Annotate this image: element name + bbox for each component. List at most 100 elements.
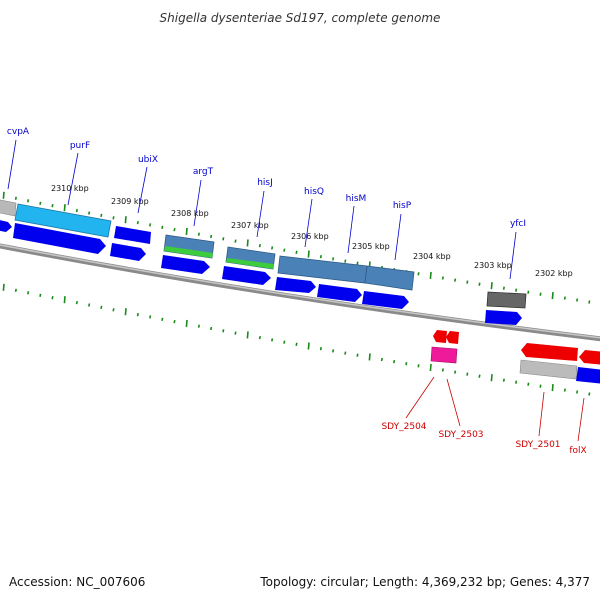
- leader-line-sdy2504: [405, 376, 435, 419]
- scale-tick: [27, 291, 30, 295]
- scale-tick: [88, 303, 91, 307]
- scale-tick: [173, 319, 176, 324]
- cds-arrow-forward: [222, 266, 271, 285]
- gene-label-folx: folX: [569, 446, 586, 456]
- scale-tick: [234, 331, 237, 335]
- scale-tick: [380, 357, 383, 362]
- scale-tick: [417, 364, 420, 368]
- scale-tick: [478, 374, 481, 378]
- scale-tick: [441, 276, 444, 280]
- cds-arrow-forward: [110, 243, 146, 261]
- gene-label-sdy2503: SDY_2503: [438, 430, 483, 440]
- scale-tick: [124, 216, 127, 224]
- scale-tick: [539, 384, 542, 388]
- scale-tick: [295, 250, 298, 254]
- scale-tick: [283, 248, 286, 252]
- scale-label-2307: 2307 kbp: [231, 221, 269, 230]
- scale-tick: [234, 239, 237, 243]
- scale-tick: [417, 272, 420, 276]
- scale-tick: [14, 196, 17, 200]
- scale-tick: [258, 335, 261, 340]
- gene-block-silver-left: [0, 199, 17, 217]
- genome-backbone: [0, 243, 600, 342]
- topology-text: Topology: circular; Length: 4,369,232 bp…: [259, 575, 590, 589]
- scale-tick: [466, 372, 469, 376]
- scale-tick: [2, 191, 5, 199]
- gene-block-hisj-green: [226, 258, 274, 269]
- scale-label-2310: 2310 kbp: [51, 184, 89, 193]
- scale-tick: [454, 278, 457, 282]
- scale-tick: [441, 368, 444, 372]
- scale-tick: [2, 283, 5, 291]
- scale-tick: [75, 208, 78, 213]
- scale-tick: [502, 378, 505, 382]
- leader-line-yfci: [509, 231, 517, 280]
- scale-tick: [161, 225, 164, 229]
- scale-tick: [563, 296, 566, 300]
- scale-tick: [332, 349, 335, 353]
- scale-tick: [100, 213, 103, 218]
- cds-arrow-forward: [362, 291, 409, 309]
- scale-tick: [14, 288, 17, 292]
- scale-tick: [124, 308, 127, 316]
- gene-label-argt: argT: [193, 167, 214, 177]
- scale-label-2309: 2309 kbp: [111, 197, 149, 206]
- scale-label-2308: 2308 kbp: [171, 209, 209, 218]
- scale-tick: [283, 340, 286, 344]
- scale-tick: [149, 223, 152, 227]
- scale-label-2305: 2305 kbp: [352, 242, 390, 251]
- scale-tick: [112, 308, 115, 312]
- gene-label-cvpa: cvpA: [7, 127, 30, 137]
- cds-arrow-reverse: [521, 343, 578, 361]
- scale-tick: [185, 227, 188, 235]
- leader-line-argt: [193, 179, 202, 227]
- gene-block-argt-green: [164, 246, 213, 258]
- scale-tick: [515, 380, 518, 384]
- scale-tick: [563, 388, 566, 392]
- gene-label-ubix: ubiX: [138, 155, 158, 165]
- scale-tick: [332, 257, 335, 261]
- scale-tick: [490, 282, 493, 290]
- scale-tick: [75, 300, 78, 305]
- map-title: Shigella dysenteriae Sd197, complete gen…: [160, 11, 441, 25]
- scale-tick: [527, 382, 530, 386]
- leader-line-cvpa: [7, 139, 17, 190]
- gene-label-hism: hisM: [346, 194, 367, 204]
- scale-tick: [51, 204, 54, 208]
- cds-arrow-forward: [275, 277, 316, 293]
- gene-block-silver: [519, 359, 578, 380]
- scale-tick: [429, 363, 432, 371]
- cds-arrow-forward: [161, 255, 210, 274]
- scale-tick: [27, 199, 30, 203]
- lower-scale-ticks: [2, 283, 591, 396]
- scale-tick: [502, 286, 505, 290]
- upper-scale-ticks: [2, 191, 591, 304]
- scale-tick: [515, 288, 518, 292]
- scale-tick: [356, 261, 359, 265]
- scale-tick: [405, 362, 408, 366]
- leader-line-ubix: [137, 166, 148, 214]
- gene-label-hisq: hisQ: [304, 187, 324, 197]
- leader-line-hisq: [304, 198, 313, 248]
- scale-tick: [588, 392, 591, 396]
- leader-line-hisj: [256, 190, 265, 238]
- scale-tick: [478, 282, 481, 286]
- cds-arrow-reverse: [446, 331, 459, 344]
- scale-tick: [210, 326, 213, 331]
- cds-arrow-forward: [576, 367, 600, 384]
- cds-arrow-forward: [485, 310, 522, 325]
- scale-tick: [576, 298, 579, 302]
- leader-line-sdy2503: [446, 378, 461, 427]
- scale-tick: [222, 329, 225, 333]
- scale-tick: [246, 331, 249, 339]
- scale-tick: [39, 201, 42, 205]
- scale-tick: [576, 390, 579, 394]
- scale-tick: [197, 324, 200, 328]
- cds-arrow-forward: [0, 220, 12, 232]
- leader-line-purf: [67, 152, 79, 206]
- scale-tick: [307, 250, 310, 258]
- scale-tick: [539, 292, 542, 296]
- scale-tick: [246, 239, 249, 247]
- scale-tick: [149, 315, 152, 319]
- scale-tick: [490, 374, 493, 382]
